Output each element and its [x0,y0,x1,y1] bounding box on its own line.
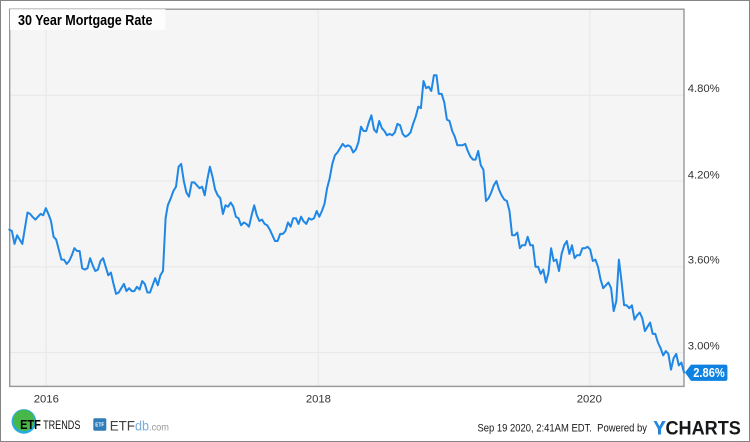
svg-text:ETF: ETF [95,423,104,429]
svg-text:.com: .com [149,422,169,433]
svg-text:2.86%: 2.86% [693,366,725,380]
svg-text:30 Year Mortgage Rate: 30 Year Mortgage Rate [18,13,153,29]
svg-text:2016: 2016 [34,394,59,406]
svg-text:2020: 2020 [577,394,602,406]
svg-text:ETF: ETF [110,418,135,433]
svg-text:TRENDS: TRENDS [43,418,80,432]
svg-text:Y: Y [653,418,666,439]
svg-text:ETF: ETF [20,418,41,432]
svg-text:YCHARTS: YCHARTS [653,418,741,439]
svg-text:3.00%: 3.00% [688,340,720,352]
svg-text:Sep 19 2020, 2:41AM EDT. Powe: Sep 19 2020, 2:41AM EDT. Powered by [478,423,648,435]
svg-text:db: db [135,418,149,433]
svg-text:4.20%: 4.20% [688,170,720,182]
svg-text:2018: 2018 [306,394,331,406]
svg-text:3.60%: 3.60% [688,255,720,267]
svg-text:4.80%: 4.80% [688,83,720,95]
